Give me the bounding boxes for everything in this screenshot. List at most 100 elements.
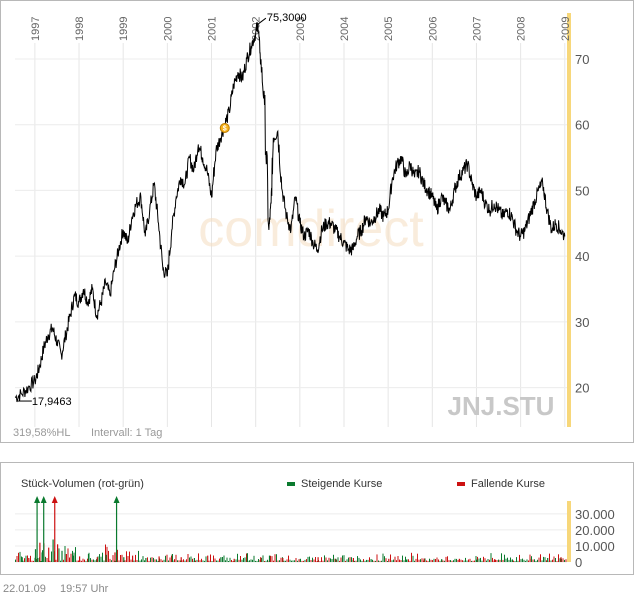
volume-bar [283, 560, 285, 562]
year-tick-label: 2005 [383, 17, 395, 41]
volume-bar [357, 556, 358, 562]
volume-bar [321, 557, 322, 562]
volume-bar [448, 560, 450, 562]
volume-bar [63, 559, 64, 562]
volume-bar [204, 560, 205, 562]
volume-bar [90, 558, 91, 562]
volume-bar [246, 553, 248, 562]
year-tick-label: 1997 [30, 17, 42, 41]
volume-bar [372, 559, 373, 562]
volume-bar [540, 554, 541, 562]
timestamp-date: 22.01.09 [3, 583, 46, 595]
price-tick-label: 20 [575, 381, 589, 396]
volume-bar [553, 556, 555, 562]
volume-bar [249, 560, 250, 562]
volume-chart: Stück-Volumen (rot-grün) Steigende Kurse… [15, 478, 615, 570]
legend-rising-swatch [287, 482, 295, 486]
volume-bar [513, 560, 514, 562]
volume-bar [327, 560, 328, 562]
volume-bar [432, 560, 433, 562]
volume-title: Stück-Volumen (rot-grün) [21, 478, 144, 490]
volume-bar [158, 556, 160, 562]
volume-bar [238, 559, 240, 562]
volume-bar [560, 557, 562, 562]
year-tick-labels: 1997 1998 1999 2000 2001 2002 2003 2004 2005 2006… [30, 17, 572, 41]
volume-bar [105, 554, 107, 562]
volume-bar [427, 560, 429, 562]
volume-bar [475, 556, 477, 562]
volume-bar [412, 555, 414, 562]
volume-bar [94, 560, 96, 562]
volume-bar [291, 560, 292, 562]
volume-bar [61, 550, 63, 562]
year-tick-label: 2003 [295, 17, 307, 41]
volume-bar [529, 554, 531, 562]
volume-bar [348, 557, 349, 562]
volume-bar [543, 556, 544, 562]
volume-bar [57, 544, 59, 562]
volume-bar [81, 560, 82, 562]
volume-bar [370, 559, 372, 562]
legend-rising-label: Steigende Kurse [301, 478, 382, 490]
volume-bar [99, 554, 100, 562]
volume-bar [403, 560, 405, 562]
volume-bar [391, 560, 393, 562]
volume-bar [458, 558, 460, 562]
volume-bar [517, 560, 519, 562]
volume-bar [508, 559, 510, 562]
volume-bar [27, 555, 28, 562]
volume-bar [352, 558, 354, 562]
volume-bar [405, 559, 407, 562]
volume-bar [106, 546, 108, 562]
volume-bar [522, 558, 523, 562]
volume-bar [130, 559, 132, 562]
volume-bar [156, 559, 157, 562]
volume-bar [211, 561, 213, 562]
dividend-marker-icon: $ [219, 123, 230, 133]
volume-bar [271, 556, 273, 562]
volume-bar [313, 559, 315, 562]
volume-bar [480, 557, 481, 562]
volume-bar [184, 560, 186, 562]
volume-bar [244, 557, 246, 562]
volume-bar [256, 560, 258, 562]
volume-bar [343, 555, 345, 562]
volume-bar [562, 558, 564, 562]
volume-bar [298, 559, 300, 562]
volume-bar [102, 552, 103, 562]
volume-bar [558, 554, 559, 562]
volume-bar [120, 555, 121, 562]
volume-bar [375, 560, 376, 562]
volume-bar [69, 557, 70, 562]
volume-bar [142, 556, 144, 562]
volume-bar [31, 560, 33, 562]
volume-bar [25, 555, 27, 562]
volume-bar [471, 560, 472, 562]
volume-bar [292, 560, 294, 562]
volume-bar [240, 556, 241, 562]
volume-bar [75, 547, 76, 562]
volume-bar [462, 560, 463, 562]
volume-bar [361, 560, 363, 562]
volume-bar [22, 560, 24, 562]
volume-bar [438, 559, 439, 562]
volume-bar [436, 557, 438, 562]
volume-bar [315, 557, 316, 562]
volume-bar [226, 557, 228, 562]
volume-bar [82, 558, 84, 562]
volume-bar [160, 559, 162, 562]
volume-bar [538, 557, 540, 562]
volume-bar [260, 557, 262, 562]
volume-bar [447, 556, 448, 562]
volume-bar [335, 558, 337, 562]
volume-bar [60, 560, 61, 562]
volume-bar [468, 559, 469, 562]
volume-bar [502, 559, 504, 562]
volume-bar [303, 560, 304, 562]
interval-text: Intervall: 1 Tag [91, 427, 162, 439]
volume-bar [476, 559, 478, 562]
price-chart: comdirect JNJ.STU 1997 1998 1999 2000 2001 20… [13, 12, 589, 439]
volume-bar [519, 554, 520, 562]
volume-bar [532, 559, 534, 562]
volume-bar [528, 560, 529, 562]
